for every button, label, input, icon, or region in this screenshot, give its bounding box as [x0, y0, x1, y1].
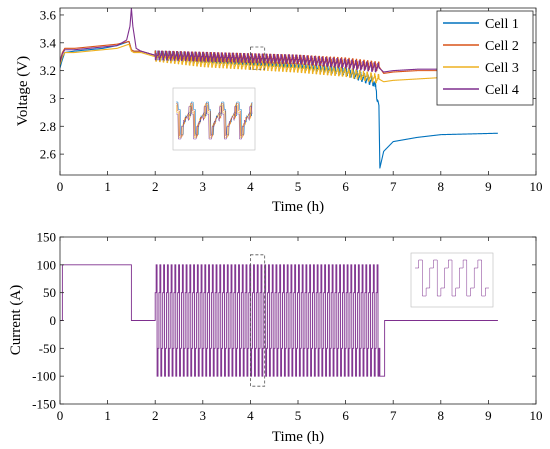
series-line-current: [60, 264, 498, 377]
legend-item-cell-1: Cell 1: [443, 17, 519, 32]
current-y-ticks: -150 -100 -50 0 50 100 150: [32, 230, 536, 412]
x-tick-label: 5: [295, 408, 302, 423]
voltage-x-ticks: 0 1 2 3 4 5 6 7 8 9 10: [57, 8, 543, 194]
series-line-cell-2: [60, 40, 499, 74]
x-tick-label: 1: [104, 179, 111, 194]
x-tick-label: 8: [438, 408, 445, 423]
voltage-inset-frame: [172, 87, 256, 151]
x-tick-label: 10: [530, 179, 543, 194]
y-tick-label: 3.4: [40, 35, 57, 50]
y-tick-label: 0: [50, 313, 57, 328]
x-tick-label: 6: [342, 408, 349, 423]
voltage-x-label: Time (h): [272, 199, 324, 215]
current-x-label: Time (h): [272, 429, 324, 445]
legend-label: Cell 1: [485, 17, 519, 32]
x-tick-label: 4: [247, 179, 254, 194]
current-zoom-marker: [249, 254, 266, 387]
y-tick-label: 150: [37, 230, 57, 245]
current-series-group: [60, 264, 498, 377]
x-tick-label: 3: [200, 179, 207, 194]
x-tick-label: 9: [485, 179, 492, 194]
current-inset: [410, 252, 494, 308]
y-tick-label: 3.2: [40, 63, 56, 78]
series-line-cell-4: [60, 8, 499, 73]
x-tick-label: 8: [438, 179, 445, 194]
y-tick-label: 3.6: [40, 7, 57, 22]
current-x-ticks: 0 1 2 3 4 5 6 7 8 9 10: [57, 237, 543, 423]
y-tick-label: 50: [43, 285, 56, 300]
current-zoom-box: [249, 254, 266, 387]
y-tick-label: 2.6: [40, 147, 57, 162]
x-tick-label: 10: [530, 408, 543, 423]
legend-item-cell-2: Cell 2: [443, 39, 519, 54]
legend-label: Cell 3: [485, 61, 519, 76]
voltage-zoom-box: [249, 46, 266, 70]
legend-item-cell-4: Cell 4: [443, 83, 519, 98]
voltage-zoom-marker: [249, 46, 266, 70]
x-tick-label: 9: [485, 408, 492, 423]
voltage-y-ticks: 2.6 2.8 3 3.2 3.4 3.6: [40, 7, 536, 162]
voltage-series-group: [60, 8, 499, 169]
x-tick-label: 2: [152, 408, 159, 423]
x-tick-label: 5: [295, 179, 302, 194]
x-tick-label: 6: [342, 179, 349, 194]
x-tick-label: 3: [200, 408, 207, 423]
x-tick-label: 2: [152, 179, 159, 194]
x-tick-label: 7: [390, 179, 397, 194]
voltage-y-label: Voltage (V): [15, 56, 31, 126]
legend-item-cell-3: Cell 3: [443, 61, 519, 76]
x-tick-label: 0: [57, 408, 64, 423]
voltage-inset-line: [176, 106, 253, 140]
x-tick-label: 1: [104, 408, 111, 423]
current-inset-line: [415, 259, 489, 297]
y-tick-label: -150: [32, 397, 56, 412]
x-tick-label: 4: [247, 408, 254, 423]
y-tick-label: -50: [39, 341, 56, 356]
series-line-cell-3: [60, 43, 499, 84]
current-panel: 0 1 2 3 4 5 6 7 8 9 10 -150 -100 -50 0 50 100 150 Time (…: [8, 230, 543, 446]
legend: Cell 1 Cell 2 Cell 3 Cell 4: [436, 10, 534, 106]
y-tick-label: 3: [50, 91, 57, 106]
legend-label: Cell 4: [485, 83, 519, 98]
y-tick-label: -100: [32, 369, 56, 384]
voltage-inset: [172, 87, 256, 151]
y-tick-label: 100: [37, 257, 57, 272]
voltage-panel: 0 1 2 3 4 5 6 7 8 9 10 2.6 2.8 3 3.2 3.4 3.6 Time (h) V…: [15, 7, 543, 215]
y-tick-label: 2.8: [40, 119, 56, 134]
x-tick-label: 0: [57, 179, 64, 194]
x-tick-label: 7: [390, 408, 397, 423]
current-y-label: Current (A): [8, 285, 24, 355]
legend-label: Cell 2: [485, 39, 519, 54]
